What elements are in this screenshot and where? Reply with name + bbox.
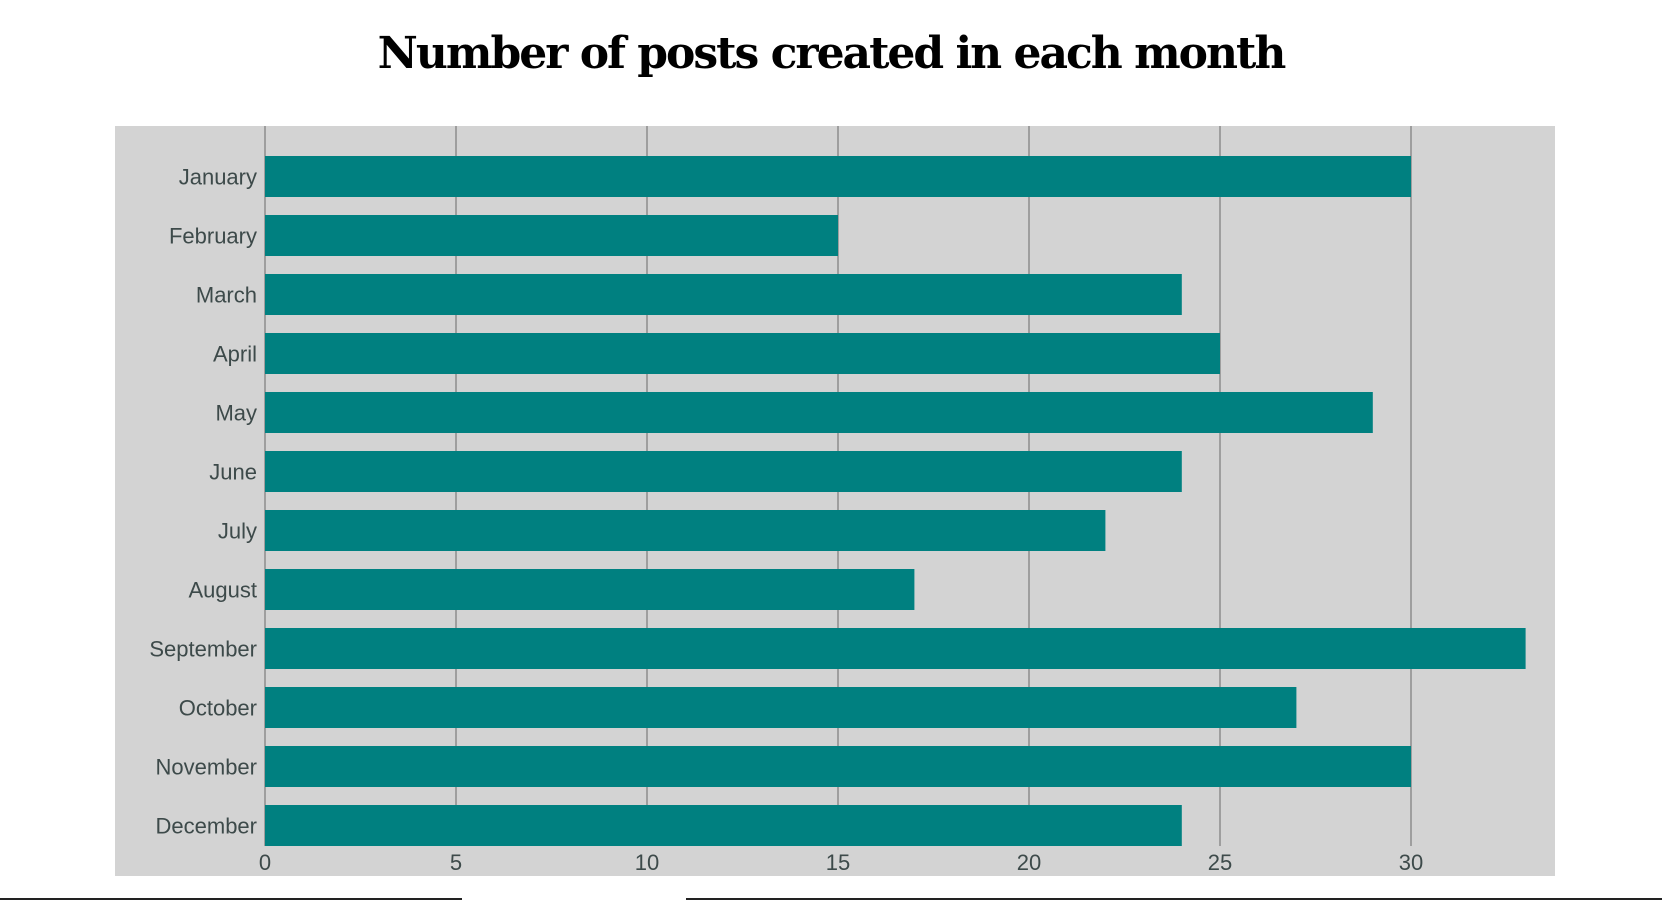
bar <box>265 805 1182 846</box>
bar <box>265 746 1411 787</box>
bar <box>265 333 1220 374</box>
x-tick-label: 25 <box>1208 850 1232 875</box>
bottom-divider <box>0 898 1662 900</box>
category-label: March <box>196 283 257 308</box>
x-tick-label: 5 <box>450 850 462 875</box>
category-label: August <box>189 578 258 603</box>
bar <box>265 569 915 610</box>
bar <box>265 215 838 256</box>
category-label: April <box>213 342 257 367</box>
category-label: November <box>156 755 257 780</box>
category-label: February <box>169 224 257 249</box>
category-label: December <box>156 814 257 839</box>
chart-title: Number of posts created in each month <box>377 28 1287 79</box>
bar <box>265 156 1411 197</box>
bar <box>265 628 1526 669</box>
x-tick-label: 30 <box>1399 850 1423 875</box>
bar <box>265 510 1106 551</box>
category-label: June <box>209 460 257 485</box>
category-label: September <box>149 637 257 662</box>
category-label: October <box>179 696 257 721</box>
category-label: January <box>179 165 257 190</box>
bar <box>265 274 1182 315</box>
x-tick-label: 20 <box>1017 850 1041 875</box>
x-tick-label: 10 <box>635 850 659 875</box>
category-label: July <box>218 519 257 544</box>
bar <box>265 392 1373 433</box>
bar <box>265 451 1182 492</box>
x-tick-label: 0 <box>259 850 271 875</box>
bar <box>265 687 1297 728</box>
x-tick-label: 15 <box>826 850 850 875</box>
category-label: May <box>215 401 257 426</box>
